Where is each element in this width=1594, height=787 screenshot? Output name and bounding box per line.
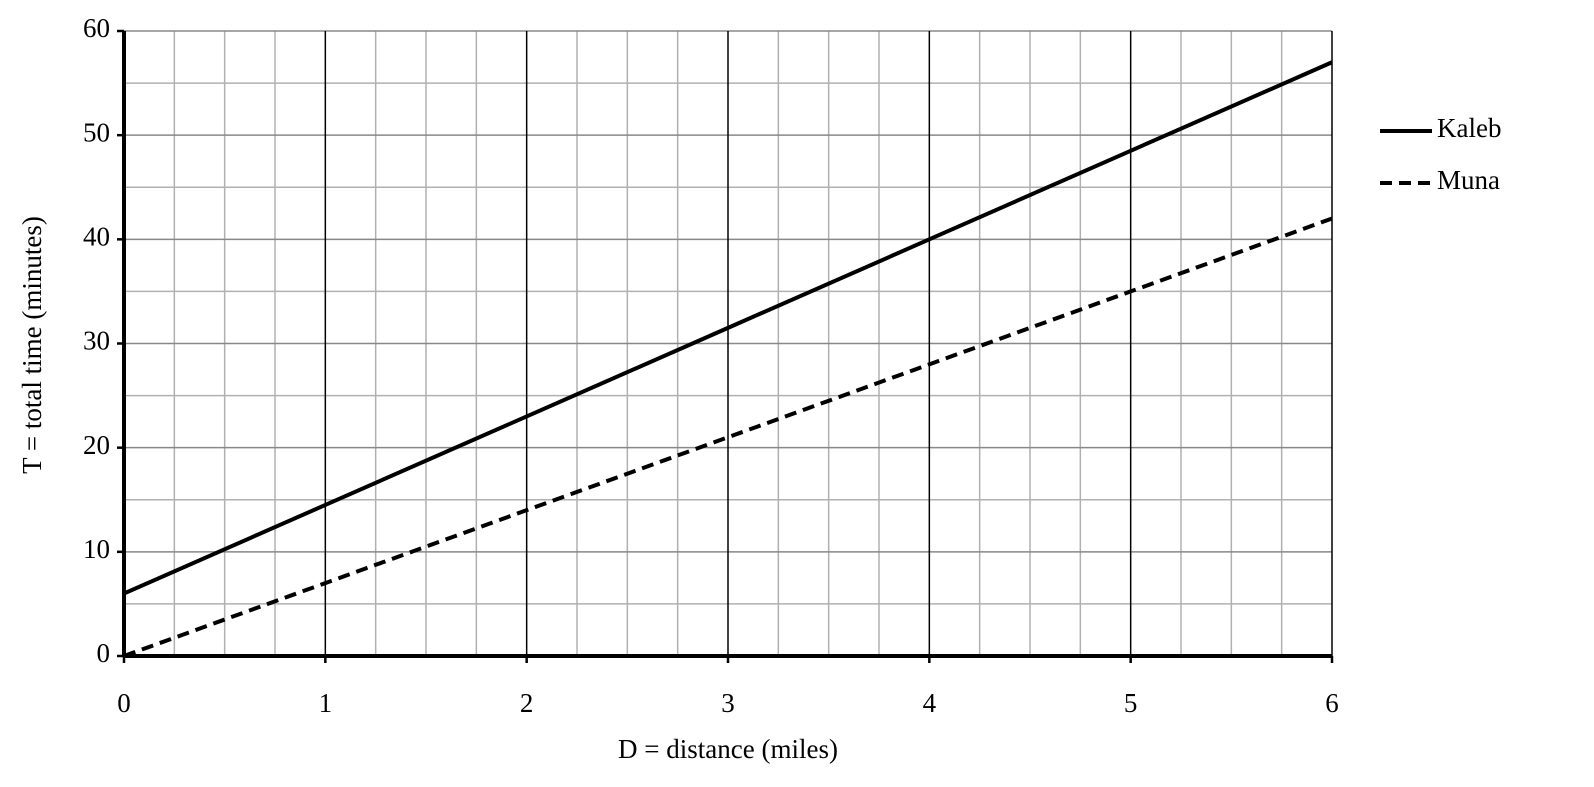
x-tick-label: 4 [923,688,937,718]
legend-label: Muna [1437,165,1500,195]
x-tick-label: 0 [117,688,131,718]
series-line [123,216,1333,658]
y-axis-title: T = total time (minutes) [17,216,47,474]
y-tick-label: 20 [83,430,110,460]
x-tick-label: 2 [520,688,534,718]
y-tick-label: 30 [83,326,110,356]
y-tick-label: 10 [83,534,110,564]
x-tick-label: 5 [1124,688,1138,718]
x-tick-label: 6 [1325,688,1339,718]
x-tick-label: 1 [319,688,333,718]
y-tick-label: 40 [83,222,110,252]
x-axis-title: D = distance (miles) [618,734,838,764]
series-line [123,60,1333,596]
y-tick-label: 0 [97,638,111,668]
y-tick-label: 60 [83,13,110,43]
legend-label: Kaleb [1437,113,1501,143]
y-tick-label: 50 [83,117,110,147]
x-tick-label: 3 [721,688,735,718]
